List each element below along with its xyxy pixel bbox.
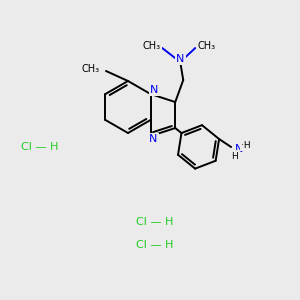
Text: ·H: ·H xyxy=(241,140,251,149)
Text: CH₃: CH₃ xyxy=(197,41,215,51)
Text: H: H xyxy=(231,152,238,160)
Text: Cl — H: Cl — H xyxy=(136,217,174,227)
Text: N: N xyxy=(150,85,159,95)
Text: N: N xyxy=(235,144,244,154)
Text: CH₃: CH₃ xyxy=(142,41,160,51)
Text: CH₃: CH₃ xyxy=(82,64,100,74)
Text: Cl — H: Cl — H xyxy=(21,142,59,152)
Text: N: N xyxy=(149,134,158,144)
Text: Cl — H: Cl — H xyxy=(136,240,174,250)
Text: N: N xyxy=(176,54,184,64)
